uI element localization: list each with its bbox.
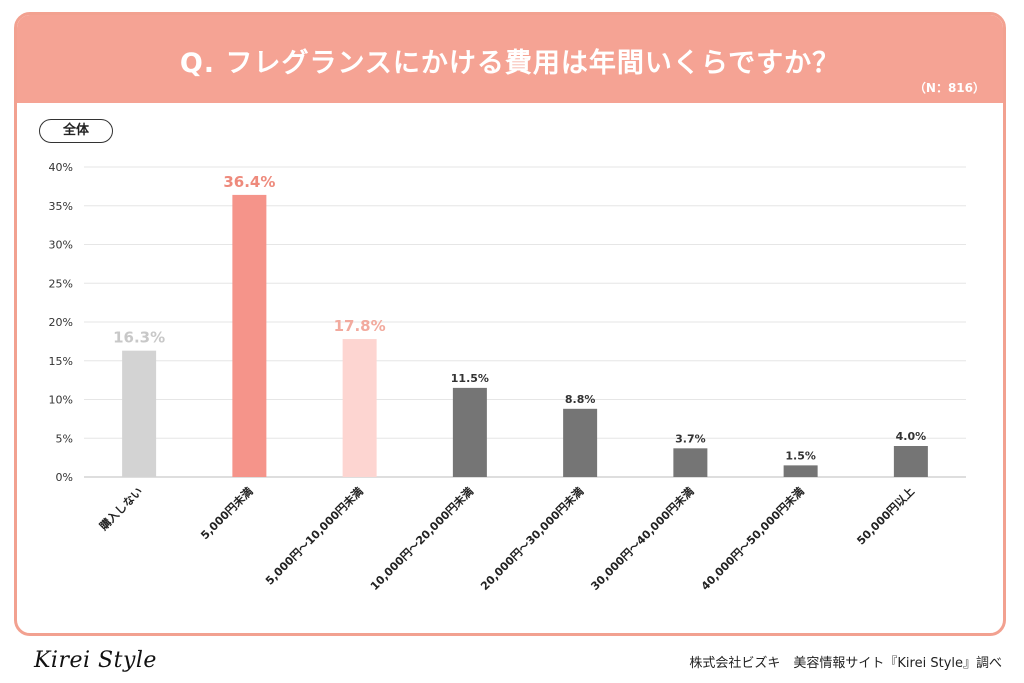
x-tick-label: 購入しない xyxy=(96,484,145,533)
bar xyxy=(673,448,708,477)
bar-chart: 0% 5% 10% 15% 20% 25% 30% 35% 40% 16.3% 購入しない 36.4%… xyxy=(49,161,966,593)
data-label: 8.8% xyxy=(565,393,596,406)
x-tick-label: 20,000円～30,000円未満 xyxy=(477,484,586,593)
data-label: 17.8% xyxy=(334,317,386,335)
chart-card: Q. フレグランスにかける費用は年間いくらですか？ （N：816） 全体 xyxy=(14,12,1006,636)
segment-label: 全体 xyxy=(39,119,113,143)
x-tick-label: 5,000円未満 xyxy=(198,484,256,542)
data-label: 3.7% xyxy=(675,432,706,445)
source-credit: 株式会社ビズキ 美容情報サイト『Kirei Style』調べ xyxy=(689,656,1002,671)
bar xyxy=(232,194,267,477)
x-tick-label: 50,000円以上 xyxy=(854,484,917,547)
bar xyxy=(563,408,598,477)
sample-size-label: （N：816） xyxy=(913,81,985,95)
x-tick-label: 5,000円～10,000円未満 xyxy=(262,484,365,587)
y-tick-label: 25% xyxy=(49,277,73,290)
data-label: 11.5% xyxy=(451,372,489,385)
y-tick-label: 20% xyxy=(49,316,73,329)
data-label: 1.5% xyxy=(785,449,816,462)
y-tick-label: 5% xyxy=(56,432,73,445)
y-tick-label: 40% xyxy=(49,161,73,174)
data-label: 4.0% xyxy=(896,430,927,443)
bar xyxy=(893,446,928,477)
page-title: Q. フレグランスにかける費用は年間いくらですか？ xyxy=(179,48,841,79)
data-label: 16.3% xyxy=(113,329,165,347)
bar xyxy=(452,387,487,477)
bar xyxy=(122,350,157,477)
x-tick-label: 10,000円～20,000円未満 xyxy=(367,484,476,593)
x-tick-label: 40,000円～50,000円未満 xyxy=(698,484,807,593)
x-tick-label: 30,000円～40,000円未満 xyxy=(588,484,697,593)
y-tick-label: 35% xyxy=(49,200,73,213)
bar xyxy=(783,465,818,477)
brand-logo: Kirei Style xyxy=(34,648,157,673)
y-tick-label: 10% xyxy=(49,394,73,407)
y-tick-label: 30% xyxy=(49,239,73,252)
y-tick-label: 0% xyxy=(56,471,73,484)
y-tick-label: 15% xyxy=(49,355,73,368)
data-label: 36.4% xyxy=(223,173,275,191)
bar xyxy=(342,339,377,477)
title-banner: Q. フレグランスにかける費用は年間いくらですか？ （N：816） xyxy=(17,15,1003,103)
